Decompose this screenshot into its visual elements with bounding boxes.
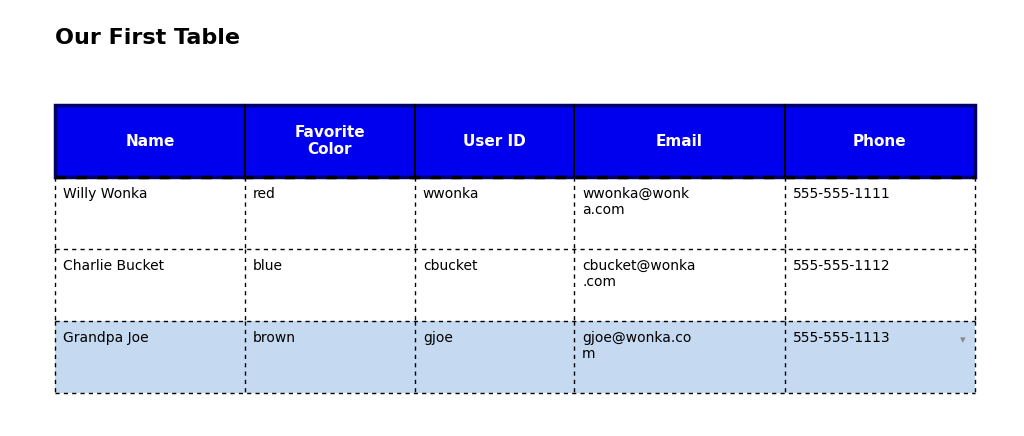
Text: cbucket: cbucket bbox=[423, 259, 477, 273]
Text: wwonka: wwonka bbox=[423, 187, 479, 201]
Text: red: red bbox=[253, 187, 276, 201]
Text: Charlie Bucket: Charlie Bucket bbox=[63, 259, 164, 273]
Text: gjoe@wonka.co
m: gjoe@wonka.co m bbox=[582, 331, 691, 361]
Text: User ID: User ID bbox=[463, 133, 525, 149]
Text: ▾: ▾ bbox=[961, 335, 966, 345]
Text: Our First Table: Our First Table bbox=[55, 28, 240, 48]
Text: Name: Name bbox=[125, 133, 175, 149]
Text: gjoe: gjoe bbox=[423, 331, 453, 345]
Text: cbucket@wonka
.com: cbucket@wonka .com bbox=[582, 259, 695, 289]
Text: blue: blue bbox=[253, 259, 284, 273]
Text: Grandpa Joe: Grandpa Joe bbox=[63, 331, 148, 345]
Bar bbox=[55, 249, 975, 321]
Bar bbox=[55, 105, 975, 177]
Bar bbox=[55, 105, 975, 177]
Text: 555-555-1113: 555-555-1113 bbox=[793, 331, 891, 345]
Text: brown: brown bbox=[253, 331, 296, 345]
Text: Phone: Phone bbox=[853, 133, 906, 149]
Bar bbox=[55, 321, 975, 393]
Text: 555-555-1111: 555-555-1111 bbox=[793, 187, 891, 201]
Text: Willy Wonka: Willy Wonka bbox=[63, 187, 147, 201]
Text: Favorite
Color: Favorite Color bbox=[295, 125, 366, 157]
Bar bbox=[55, 177, 975, 249]
Text: wwonka@wonk
a.com: wwonka@wonk a.com bbox=[582, 187, 689, 217]
Text: 555-555-1112: 555-555-1112 bbox=[793, 259, 891, 273]
Text: Email: Email bbox=[656, 133, 702, 149]
